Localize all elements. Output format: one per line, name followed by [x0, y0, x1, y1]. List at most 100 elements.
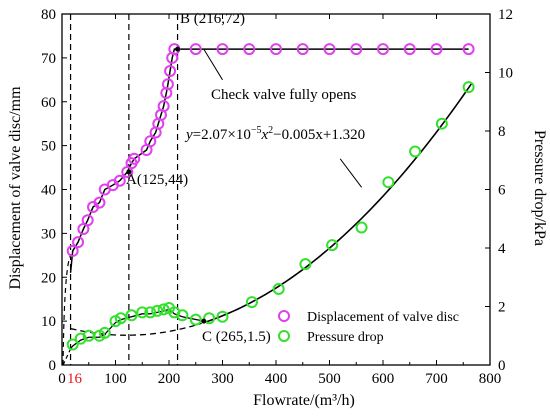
displacement-point: [113, 174, 126, 187]
legend-label-displacement: Displacement of valve disc: [307, 310, 459, 325]
y-right-tick-label: 4: [498, 241, 506, 257]
x-tick-label: 300: [211, 371, 234, 387]
y-left-tick-label: 40: [41, 183, 56, 199]
x-tick-label: 500: [318, 371, 341, 387]
pressure-point: [168, 306, 181, 319]
fit-equation-part3: −0.005x+1.320: [273, 127, 365, 143]
pressure-point: [74, 332, 87, 345]
displacement-point: [161, 78, 174, 91]
pressure-point: [299, 258, 312, 271]
x-tick-label: 600: [372, 371, 395, 387]
displacement-point: [350, 43, 363, 56]
fit-equation-exp2: 2: [268, 125, 273, 136]
displacement-point: [157, 100, 170, 113]
displacement-point: [144, 135, 157, 148]
legend-marker-pressure: [278, 330, 290, 342]
fit-equation-y: y: [184, 127, 193, 143]
pressure-point: [98, 326, 111, 339]
point-c-dot: [201, 318, 207, 324]
y-left-axis-title: Displacement of valve disc/mm: [7, 86, 24, 290]
displacement-point: [403, 43, 416, 56]
y-left-tick-label: 70: [41, 51, 56, 67]
pressure-point: [462, 81, 475, 94]
y-right-tick-label: 8: [498, 124, 506, 140]
pressure-point: [409, 145, 422, 158]
pressure-point: [125, 309, 138, 322]
fit-equation-part2: x: [260, 127, 268, 143]
displacement-point: [93, 196, 106, 209]
fit-equation-leader: [339, 158, 362, 188]
displacement-point: [189, 43, 202, 56]
legend: Displacement of valve disc Pressure drop: [278, 310, 459, 345]
fit-equation-exp1: −5: [251, 125, 262, 136]
pressure-point: [203, 312, 216, 325]
displacement-point: [66, 244, 79, 257]
annotation-point-a: A(125,44): [126, 172, 188, 188]
displacement-point: [128, 152, 141, 165]
y-right-tick-label: 2: [498, 300, 506, 316]
y-left-tick-label: 50: [41, 139, 56, 155]
displacement-point: [243, 43, 256, 56]
displacement-point: [270, 43, 282, 56]
legend-marker-displacement: [278, 310, 290, 322]
y-right-tick-label: 10: [498, 66, 513, 82]
y-right-axis-title: Pressure drop/kPa: [531, 130, 548, 246]
pressure-fit-curve-dashed: [70, 322, 202, 336]
pressure-point: [382, 176, 395, 189]
annotation-point-b: B (216,72): [180, 11, 245, 27]
pressure-dashed-start: [62, 348, 72, 366]
pressure-point: [151, 304, 164, 317]
point-a-dot: [126, 169, 132, 175]
y-left-tick-label: 30: [41, 226, 56, 242]
displacement-point: [81, 214, 94, 227]
displacement-dashed-start: [62, 255, 72, 366]
fit-equation-part1: =2.07×10: [193, 127, 251, 143]
annotation-check-valve: Check valve fully opens: [211, 87, 357, 103]
displacement-point: [377, 43, 389, 56]
displacement-point: [160, 86, 173, 99]
displacement-point: [323, 43, 336, 56]
displacement-point: [164, 65, 177, 78]
x-tick-label: 700: [425, 371, 448, 387]
y-right-tick-label: 12: [498, 7, 513, 23]
y-left-tick-label: 80: [41, 7, 56, 23]
pressure-point: [189, 313, 202, 326]
y-left-tick-label: 60: [41, 95, 56, 111]
displacement-point: [72, 236, 85, 249]
x-tick-label: 400: [265, 371, 288, 387]
pressure-point: [176, 309, 189, 322]
y-left-tick-label: 0: [49, 358, 57, 374]
pressure-point: [272, 282, 285, 295]
pressure-point: [216, 310, 229, 323]
pressure-point: [114, 312, 127, 325]
pressure-point: [136, 306, 149, 319]
pressure-point: [355, 221, 368, 234]
displacement-point: [430, 43, 443, 56]
y-right-tick-label: 0: [498, 358, 506, 374]
x-axis-title: Flowrate/(m³/h): [253, 392, 355, 409]
x-tick-label: 800: [479, 371, 502, 387]
x-tick-label-extra: 16: [67, 371, 83, 387]
pressure-point: [326, 239, 339, 252]
y-right-tick-label: 6: [498, 183, 506, 199]
pressure-point: [157, 303, 170, 316]
point-b-dot: [175, 46, 181, 52]
annotation-point-c: C (265,1.5): [202, 329, 271, 345]
check-valve-leader: [203, 48, 223, 81]
pressure-point: [245, 296, 258, 309]
x-tick-label: 200: [158, 371, 181, 387]
chart-body: 0 100 200 300 400 500 600 700 800160102030405060…: [41, 7, 513, 387]
x-tick-label: 100: [104, 371, 127, 387]
displacement-point: [462, 43, 475, 56]
displacement-point: [296, 43, 309, 56]
pressure-fit-curve: [203, 83, 472, 324]
x-tick-label: 0: [58, 371, 66, 387]
legend-label-pressure: Pressure drop: [307, 330, 384, 345]
pressure-point: [144, 306, 157, 319]
displacement-point: [216, 43, 229, 56]
y-left-tick-label: 20: [41, 270, 56, 286]
fit-equation: y=2.07×10−5x2−0.005x+1.320: [184, 125, 365, 143]
pressure-point: [66, 338, 79, 351]
pressure-point: [435, 117, 448, 130]
